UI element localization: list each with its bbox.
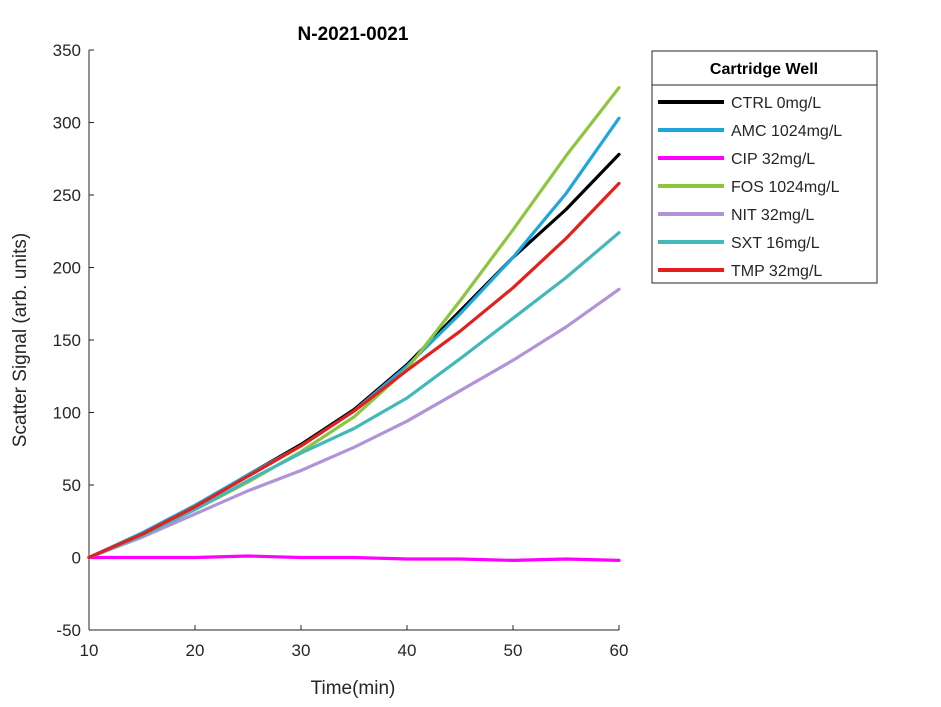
legend-items: CTRL 0mg/L AMC 1024mg/L CIP 32mg/L FOS 1024…	[658, 95, 842, 280]
series-line-nit-32mg-l	[87, 287, 621, 560]
x-tick-label: 10	[80, 641, 99, 660]
y-axis-label: Scatter Signal (arb. units)	[10, 233, 31, 447]
y-tick-label: 150	[53, 331, 81, 350]
y-tick-label: -50	[56, 621, 81, 640]
y-tick-label: 250	[53, 186, 81, 205]
series-group	[87, 86, 621, 563]
x-tick-label: 20	[186, 641, 205, 660]
axes: -50 0 50 100 150 200 250 300 350 10 20 30 40 50 60	[53, 41, 629, 660]
series-line-fos-1024mg-l	[87, 86, 621, 560]
legend-label-nit-32mg-l: NIT 32mg/L	[731, 207, 814, 224]
x-axis-label: Time(min)	[311, 678, 396, 699]
legend-label-cip-32mg-l: CIP 32mg/L	[731, 151, 815, 168]
series-line-cip-32mg-l	[87, 554, 621, 563]
x-tick-label: 60	[610, 641, 629, 660]
legend-label-fos-1024mg-l: FOS 1024mg/L	[731, 179, 840, 196]
legend-label-amc-1024mg-l: AMC 1024mg/L	[731, 123, 842, 140]
y-tick-label: 350	[53, 41, 81, 60]
y-tick-label: 300	[53, 114, 81, 133]
y-tick-label: 200	[53, 259, 81, 278]
y-tick-label: 100	[53, 404, 81, 423]
chart-title: N-2021-0021	[298, 24, 409, 45]
series-line-sxt-16mg-l	[87, 231, 621, 560]
legend-box	[651, 50, 878, 284]
legend: Cartridge Well CTRL 0mg/L AMC 1024mg/L CIP…	[651, 50, 878, 284]
x-tick-label: 40	[398, 641, 417, 660]
legend-label-tmp-32mg-l: TMP 32mg/L	[731, 263, 822, 280]
series-line-ctrl-0mg-l	[87, 152, 621, 560]
legend-label-sxt-16mg-l: SXT 16mg/L	[731, 235, 820, 252]
y-tick-label: 50	[62, 476, 81, 495]
series-line-tmp-32mg-l	[87, 181, 621, 560]
y-tick-label: 0	[72, 549, 81, 568]
x-tick-label: 30	[292, 641, 311, 660]
legend-label-ctrl-0mg-l: CTRL 0mg/L	[731, 95, 821, 112]
legend-title: Cartridge Well	[710, 61, 818, 78]
x-tick-label: 50	[504, 641, 523, 660]
series-line-amc-1024mg-l	[87, 116, 621, 560]
